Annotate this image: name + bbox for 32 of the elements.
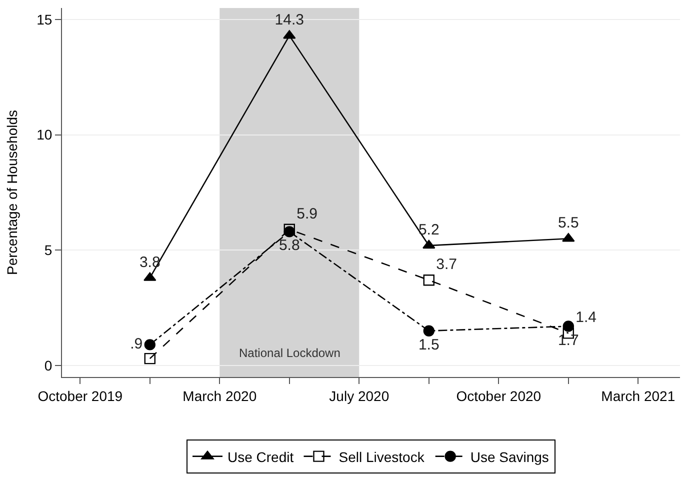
- point: [422, 240, 436, 249]
- data-label: 5.5: [558, 214, 579, 232]
- y-tick-label: 5: [44, 242, 52, 258]
- data-label: 1.4: [576, 309, 597, 326]
- data-label: 5.9: [296, 205, 318, 222]
- point: [423, 325, 434, 336]
- x-tick-label: July 2020: [329, 388, 390, 404]
- point: [423, 274, 434, 286]
- y-tick-label: 15: [36, 11, 52, 28]
- data-label: .9: [130, 335, 143, 352]
- point: [284, 224, 295, 235]
- point: [284, 226, 295, 238]
- x-tick-label: March 2021: [601, 388, 676, 404]
- legend-label: Sell Livestock: [338, 448, 426, 465]
- x-tick-label: March 2020: [182, 388, 257, 404]
- data-label: 14.3: [274, 12, 304, 29]
- y-tick-label: 10: [36, 126, 52, 143]
- data-label: 5.8: [278, 237, 300, 254]
- point: [144, 339, 156, 350]
- y-axis-title: Percentage of Households: [4, 110, 20, 275]
- data-label: 1.7: [558, 332, 579, 349]
- y-tick-label: 0: [44, 357, 52, 374]
- data-label: 5.2: [418, 222, 440, 239]
- legend-label: Use Savings: [470, 448, 549, 465]
- data-label: 3.7: [436, 256, 457, 274]
- point: [562, 320, 574, 332]
- x-tick-label: October 2020: [456, 388, 542, 404]
- point: [144, 352, 156, 364]
- data-label: 1.5: [418, 336, 440, 354]
- x-tick-label: October 2019: [38, 388, 123, 404]
- legend-label: Use Credit: [228, 448, 294, 465]
- band-label: National Lockdown: [239, 346, 340, 360]
